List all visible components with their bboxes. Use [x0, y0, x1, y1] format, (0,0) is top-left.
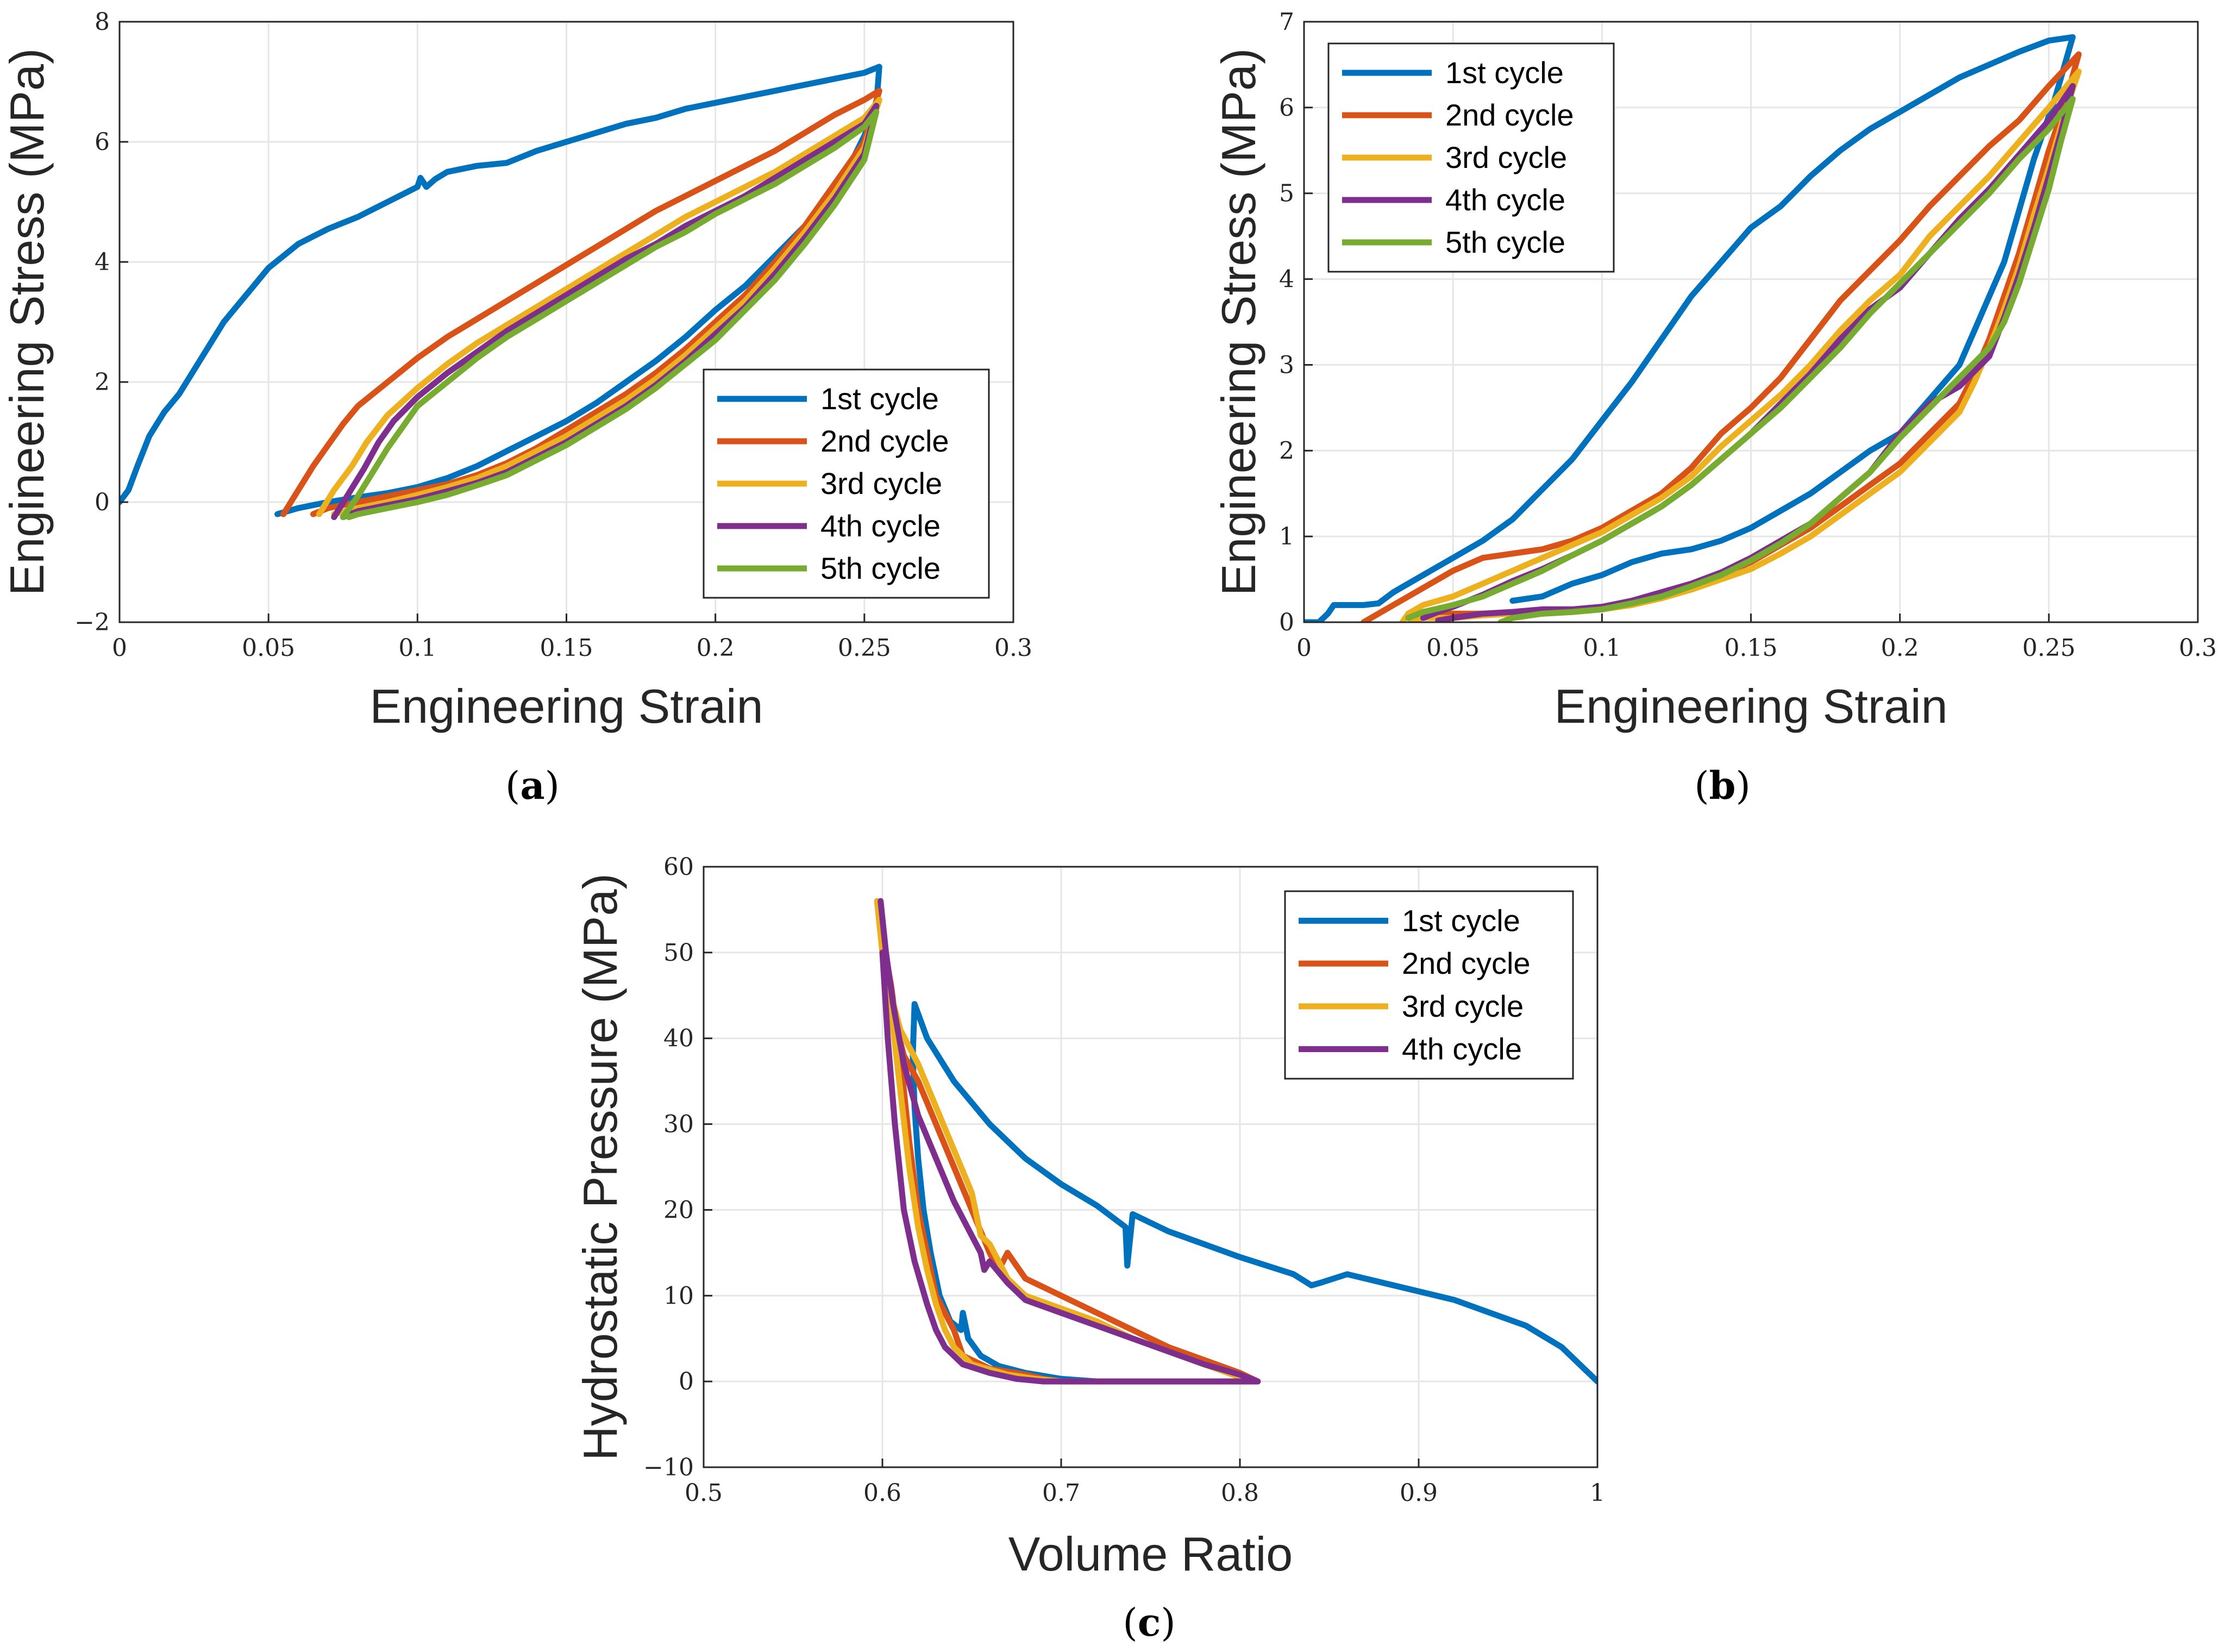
legend-label-1: 1st cycle [1402, 903, 1520, 937]
y-tick-label: 6 [1279, 94, 1294, 122]
x-tick-label: 0.8 [1221, 1479, 1259, 1507]
x-tick-label: 0.2 [697, 634, 735, 662]
panel-label-close-paren: ) [1161, 1600, 1175, 1645]
axes-box [703, 866, 1599, 1468]
series-line-1 [1304, 34, 2076, 622]
legend-label-4: 4th cycle [1402, 1032, 1522, 1066]
panel-label-open-paren: ( [1123, 1600, 1137, 1645]
series-group [1304, 34, 2082, 622]
y-axis-label: Engineering Stress (MPa) [1212, 48, 1265, 596]
x-axis: 0 0.05 0.1 0.15 0.2 0.25 0.3 [112, 614, 1032, 662]
x-axis-label: Volume Ratio [1008, 1527, 1293, 1581]
y-tick-label: −10 [643, 1454, 694, 1481]
x-tick-label: 0.15 [1725, 634, 1778, 662]
y-tick-label: 2 [1279, 437, 1294, 465]
legend: 1st cycle 2nd cycle 3rd cycle 4th cycle [1284, 890, 1574, 1080]
panel-label: (b) [1694, 763, 1751, 808]
x-tick-label: 0.2 [1881, 634, 1919, 662]
panel-a: 0 0.05 0.1 0.15 0.2 0.25 0.3−202468Engineering… [0, 8, 1032, 808]
y-tick-label: 0 [95, 489, 110, 516]
panel-label-close-paren: ) [545, 764, 560, 808]
legend-label-5: 5th cycle [820, 551, 941, 585]
x-tick-label: 0.5 [685, 1479, 723, 1507]
x-tick-label: 0.3 [994, 634, 1032, 662]
x-axis: 0 0.05 0.1 0.15 0.2 0.25 0.3 [1296, 614, 2217, 662]
y-axis: −10 0 10 20 30 40 50 60 [643, 853, 712, 1481]
legend-label-3: 3rd cycle [1402, 989, 1524, 1023]
y-tick-label: 4 [95, 248, 110, 276]
series-line-5 [1405, 96, 2076, 622]
panel-label-open-paren: ( [505, 764, 520, 808]
y-tick-label: 6 [95, 128, 110, 156]
legend-label-4: 4th cycle [820, 509, 941, 543]
y-tick-label: 5 [1279, 180, 1294, 208]
y-tick-label: 30 [663, 1111, 694, 1138]
series-line-1 [120, 64, 882, 517]
panel-label: (c) [1123, 1600, 1175, 1645]
y-tick-label: 2 [95, 368, 110, 396]
panel-label-letter: a [520, 763, 544, 808]
y-axis: 0 1 2 3 4 5 6 7 [1279, 8, 1313, 636]
x-tick-label: 0.3 [2179, 634, 2217, 662]
x-tick-label: 0 [112, 634, 127, 662]
y-tick-label: 40 [663, 1025, 694, 1053]
y-tick-label: 50 [663, 939, 694, 967]
series-group [874, 898, 1597, 1385]
legend-label-3: 3rd cycle [820, 466, 942, 500]
legend-label-1: 1st cycle [820, 381, 939, 416]
series-line-5 [340, 109, 880, 521]
y-tick-label: 10 [663, 1282, 694, 1310]
panel-label-close-paren: ) [1735, 764, 1750, 808]
y-tick-label: 7 [1279, 8, 1294, 36]
panel-label: (a) [505, 763, 560, 808]
x-tick-label: 0.7 [1042, 1479, 1080, 1507]
series-line-3 [316, 97, 882, 517]
y-axis-label: Engineering Stress (MPa) [0, 48, 54, 596]
y-tick-label: 1 [1279, 523, 1294, 550]
x-tick-label: 0.05 [242, 634, 295, 662]
y-tick-label: −2 [74, 609, 110, 636]
x-tick-label: 0.6 [863, 1479, 901, 1507]
legend-label-3: 3rd cycle [1445, 140, 1567, 174]
series-line-1 [910, 1001, 1597, 1385]
y-tick-label: 3 [1279, 351, 1294, 379]
x-tick-label: 0.25 [838, 634, 891, 662]
legend: 1st cycle 2nd cycle 3rd cycle 4th cycle 5th … [703, 368, 990, 599]
series-group [120, 64, 882, 521]
y-tick-label: 60 [663, 853, 694, 881]
x-tick-label: 0.1 [1583, 634, 1621, 662]
x-tick-label: 0 [1296, 634, 1312, 662]
x-tick-label: 1 [1590, 1479, 1605, 1507]
legend-label-2: 2nd cycle [820, 424, 949, 458]
y-axis-label: Hydrostatic Pressure (MPa) [573, 873, 627, 1461]
legend-label-1: 1st cycle [1445, 55, 1564, 90]
x-axis-label: Engineering Strain [369, 679, 763, 733]
y-tick-label: 0 [679, 1368, 694, 1396]
panel-label-letter: b [1709, 763, 1736, 808]
legend-label-4: 4th cycle [1445, 183, 1565, 217]
x-tick-label: 0.15 [540, 634, 593, 662]
y-tick-label: 20 [663, 1196, 694, 1224]
x-axis-label: Engineering Strain [1554, 679, 1947, 733]
y-tick-label: 4 [1279, 266, 1294, 293]
panel-c: 0.5 0.6 0.7 0.8 0.9 1 −10 0 10 20 30 40 50 60 Volume R… [573, 853, 1605, 1645]
legend: 1st cycle 2nd cycle 3rd cycle 4th cycle 5th … [1327, 42, 1615, 273]
x-tick-label: 0.9 [1400, 1479, 1438, 1507]
legend-label-2: 2nd cycle [1445, 98, 1574, 132]
y-tick-label: 0 [1279, 609, 1294, 636]
panel-label-letter: c [1138, 1600, 1161, 1645]
series-line-4 [878, 898, 1261, 1385]
panel-b: 0 0.05 0.1 0.15 0.2 0.25 0.3 0 1 2 3 4 5 6 7 Engineerin… [1212, 8, 2217, 808]
x-axis: 0.5 0.6 0.7 0.8 0.9 1 [685, 1459, 1605, 1507]
legend-label-5: 5th cycle [1445, 225, 1565, 259]
x-tick-label: 0.05 [1426, 634, 1480, 662]
panel-label-open-paren: ( [1694, 764, 1709, 808]
legend-label-2: 2nd cycle [1402, 946, 1531, 980]
y-tick-label: 8 [95, 8, 110, 36]
x-tick-label: 0.1 [398, 634, 436, 662]
y-axis: −2 0 2 4 6 8 [74, 8, 128, 636]
x-tick-label: 0.25 [2022, 634, 2076, 662]
